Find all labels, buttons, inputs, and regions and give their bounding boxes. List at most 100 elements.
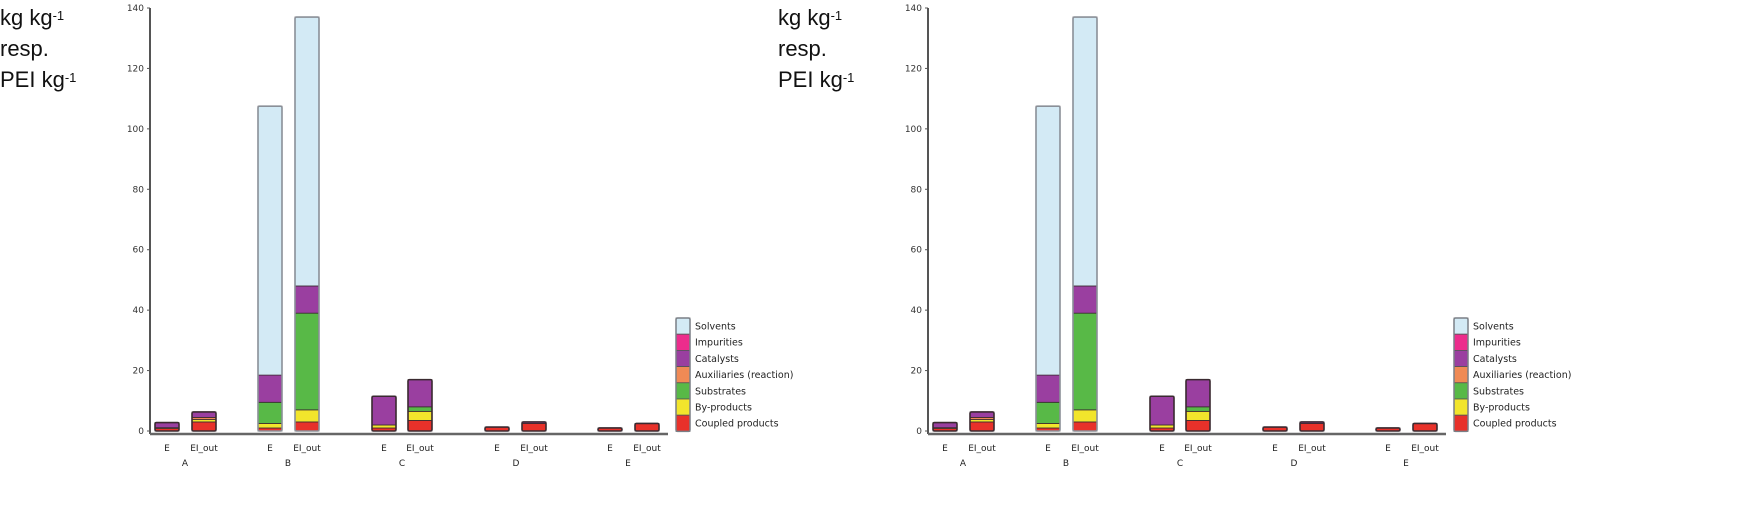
legend-swatch bbox=[1453, 366, 1469, 384]
bar-segment bbox=[294, 285, 320, 314]
group-label: C bbox=[399, 459, 405, 469]
legend-label: Impurities bbox=[1473, 338, 1521, 349]
bar-stack bbox=[154, 421, 180, 432]
bar-segment bbox=[969, 421, 995, 432]
chart-panel-right: kg kg-1 resp. PEI kg-1 0 20 40 60 80 100 120 14… bbox=[778, 0, 1650, 525]
x-tick-label: EI_out bbox=[633, 444, 661, 454]
group-label: C bbox=[1177, 459, 1183, 469]
bar-stack bbox=[191, 411, 217, 432]
bar-segment bbox=[257, 105, 283, 376]
x-tick-label: EI_out bbox=[1298, 444, 1326, 454]
x-tick-label: E bbox=[381, 444, 387, 454]
x-tick-label: EI_out bbox=[1411, 444, 1439, 454]
x-tick-label: E bbox=[1159, 444, 1165, 454]
bar-segment bbox=[1072, 312, 1098, 411]
bar-stack bbox=[634, 422, 660, 432]
legend-label: Solvents bbox=[1473, 322, 1514, 333]
bar-segment bbox=[294, 312, 320, 411]
group-label: D bbox=[513, 459, 520, 469]
legend-swatch bbox=[1453, 333, 1469, 351]
legend-label: Coupled products bbox=[695, 419, 779, 430]
bar-stack bbox=[1149, 395, 1175, 432]
bar-stack bbox=[1185, 378, 1211, 432]
bar-stack bbox=[932, 421, 958, 432]
y-tick-label: 60 bbox=[911, 246, 923, 256]
x-tick-label: E bbox=[267, 444, 273, 454]
legend-swatch bbox=[675, 398, 691, 416]
group-label: A bbox=[182, 459, 189, 469]
legend-label: By-products bbox=[1473, 403, 1530, 414]
bar-stack bbox=[1375, 427, 1401, 432]
bar-segment bbox=[257, 423, 283, 429]
x-tick-label: E bbox=[942, 444, 948, 454]
y-axis-label: kg kg-1 resp. PEI kg-1 bbox=[0, 5, 77, 92]
bar-segment bbox=[1149, 424, 1175, 429]
x-tick-label: EI_out bbox=[406, 444, 434, 454]
legend-swatch bbox=[1453, 382, 1469, 400]
bar-segment bbox=[1185, 420, 1211, 432]
bar-stack bbox=[407, 378, 433, 432]
legend-swatch bbox=[1453, 414, 1469, 432]
bar-segment bbox=[1185, 406, 1211, 412]
bar-segment bbox=[407, 410, 433, 421]
bar-segment bbox=[371, 424, 397, 429]
legend-swatch bbox=[1453, 349, 1469, 367]
bar-segment bbox=[1035, 374, 1061, 403]
bar-stack bbox=[969, 411, 995, 432]
legend-swatch bbox=[675, 366, 691, 384]
bar-segment bbox=[1185, 410, 1211, 421]
bar-segment bbox=[407, 420, 433, 432]
legend-swatch bbox=[675, 333, 691, 351]
legend-swatch bbox=[675, 414, 691, 432]
legend-label: By-products bbox=[695, 403, 752, 414]
bar-segment bbox=[191, 421, 217, 432]
bar-segment bbox=[257, 374, 283, 403]
bar-segment bbox=[257, 401, 283, 424]
y-tick-label: 40 bbox=[133, 306, 145, 316]
x-tick-label: EI_out bbox=[1184, 444, 1212, 454]
bar-segment bbox=[1072, 421, 1098, 432]
x-tick-label: EI_out bbox=[1071, 444, 1099, 454]
y-tick-label: 140 bbox=[905, 4, 922, 14]
bar-segment bbox=[1072, 16, 1098, 287]
y-tick-label: 100 bbox=[905, 125, 922, 135]
y-tick-label: 20 bbox=[911, 367, 923, 377]
x-tick-label: EI_out bbox=[968, 444, 996, 454]
legend-label: Substrates bbox=[695, 386, 746, 397]
bar-segment bbox=[1412, 423, 1438, 432]
y-tick-label: 140 bbox=[127, 4, 144, 14]
bar-segment bbox=[294, 16, 320, 287]
bar-segment bbox=[969, 411, 995, 418]
bar-segment bbox=[407, 379, 433, 408]
bar-stack bbox=[1412, 422, 1438, 432]
x-tick-label: E bbox=[1385, 444, 1391, 454]
bar-stack bbox=[1299, 421, 1325, 432]
y-tick-label: 120 bbox=[905, 64, 922, 74]
y-tick-label: 60 bbox=[133, 246, 145, 256]
bar-segment bbox=[407, 406, 433, 412]
group-label: E bbox=[625, 459, 631, 469]
legend-label: Catalysts bbox=[1473, 354, 1517, 365]
legend-label: Impurities bbox=[695, 338, 743, 349]
bar-segment bbox=[1072, 409, 1098, 423]
legend-swatch bbox=[1453, 317, 1469, 335]
x-tick-label: EI_out bbox=[293, 444, 321, 454]
legend-label: Catalysts bbox=[695, 354, 739, 365]
chart-panel-left: kg kg-1 resp. PEI kg-1 0 20 40 60 80 100 120 14… bbox=[0, 4, 794, 469]
bar-segment bbox=[294, 409, 320, 423]
group-label: B bbox=[1063, 459, 1069, 469]
bar-stack bbox=[521, 421, 547, 432]
x-tick-label: EI_out bbox=[520, 444, 548, 454]
legend-swatch bbox=[675, 317, 691, 335]
y-tick-label: 80 bbox=[133, 185, 145, 195]
y-tick-label: 0 bbox=[916, 427, 922, 437]
x-tick-label: EI_out bbox=[190, 444, 218, 454]
bar-segment bbox=[1035, 105, 1061, 376]
x-tick-label: E bbox=[164, 444, 170, 454]
bar-segment bbox=[191, 411, 217, 418]
bar-segment bbox=[1185, 379, 1211, 408]
x-tick-label: E bbox=[494, 444, 500, 454]
legend-swatch bbox=[675, 349, 691, 367]
legend-swatch bbox=[675, 382, 691, 400]
